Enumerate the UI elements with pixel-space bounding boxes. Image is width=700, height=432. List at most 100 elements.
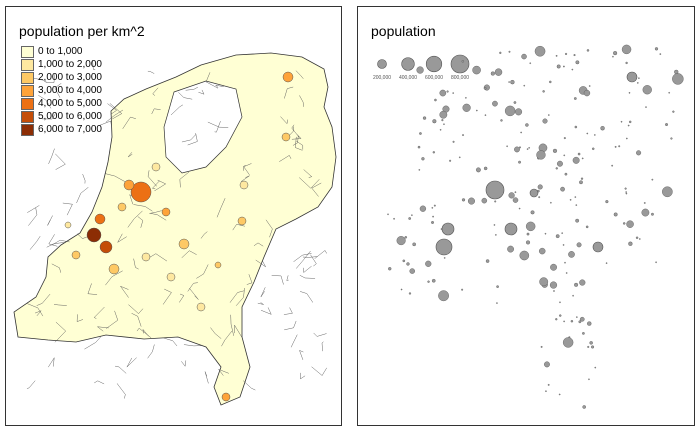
municipality-patch: [108, 263, 120, 275]
municipality-border: [181, 250, 197, 258]
population-bubble: [443, 123, 445, 126]
municipality-border: [152, 87, 159, 96]
population-bubble: [536, 150, 546, 160]
population-bubble: [508, 81, 510, 83]
legend-item: 4,000 to 5,000: [21, 97, 102, 110]
municipality-border: [181, 134, 197, 143]
population-bubble: [628, 120, 632, 124]
population-bubble: [465, 97, 467, 99]
municipality-border: [214, 84, 224, 88]
population-bubble: [406, 262, 410, 266]
population-bubble: [485, 259, 490, 263]
municipality-border: [299, 95, 304, 107]
municipality-border: [51, 239, 70, 246]
municipality-border: [119, 285, 129, 298]
population-bubble: [393, 217, 395, 220]
municipality-border: [150, 213, 167, 221]
municipality-border: [240, 175, 250, 182]
population-bubble: [594, 366, 597, 369]
municipality-border: [151, 108, 161, 115]
municipality-border: [311, 366, 327, 376]
population-bubble: [605, 200, 609, 204]
population-bubble: [672, 110, 675, 113]
municipality-border: [128, 304, 144, 314]
population-bubble: [547, 383, 550, 386]
population-bubble: [564, 172, 568, 176]
legend-label: 1,000 to 2,000: [38, 59, 102, 70]
population-bubble: [568, 251, 575, 258]
population-bubble: [467, 197, 475, 205]
municipality-border: [214, 121, 221, 133]
population-bubble: [618, 145, 621, 148]
municipality-border: [303, 169, 313, 178]
population-bubble: [500, 119, 503, 122]
municipality-border: [210, 327, 222, 339]
municipality-border: [54, 321, 67, 343]
population-bubble: [564, 52, 568, 56]
population-bubble: [573, 54, 576, 57]
municipality-border: [205, 72, 219, 89]
population-bubble: [570, 320, 574, 323]
population-bubble: [563, 65, 565, 68]
population-bubble: [626, 220, 634, 228]
population-bubble: [586, 132, 589, 135]
population-bubble: [562, 337, 574, 348]
population-bubble: [427, 280, 430, 283]
municipality-border: [55, 153, 66, 170]
legend-swatch: [21, 123, 34, 136]
municipality-border: [163, 337, 178, 347]
municipality-border: [204, 371, 209, 384]
municipality-border: [107, 103, 117, 115]
population-bubble: [576, 242, 582, 248]
population-bubble: [600, 126, 605, 131]
population-bubble: [409, 268, 415, 274]
municipality-border: [105, 109, 124, 123]
municipality-border: [189, 288, 199, 300]
population-bubble: [587, 321, 592, 326]
municipality-border: [34, 310, 42, 316]
legend-item: 2,000 to 3,000: [21, 71, 102, 84]
municipality-border: [33, 77, 47, 83]
population-bubble: [462, 103, 471, 112]
municipality-border: [92, 60, 96, 70]
population-bubble: [556, 64, 561, 69]
population-bubble: [638, 238, 641, 240]
population-bubble: [564, 261, 566, 264]
municipality-border: [295, 136, 303, 151]
population-bubble: [418, 169, 421, 171]
municipality-border: [196, 264, 209, 279]
municipality-border: [76, 314, 84, 322]
population-bubble: [651, 212, 654, 216]
size-legend-bubble: [377, 59, 387, 69]
population-bubble: [569, 198, 572, 201]
municipality-border: [291, 134, 302, 140]
municipality-border: [179, 293, 185, 303]
population-bubble: [520, 131, 522, 134]
municipality-border: [291, 124, 300, 138]
population-bubble: [540, 345, 543, 348]
population-bubble: [525, 123, 529, 127]
population-bubble: [578, 320, 582, 324]
population-bubble: [492, 100, 498, 107]
population-bubble: [439, 128, 442, 131]
density-map-title: population per km^2: [19, 23, 145, 39]
municipality-border: [126, 357, 137, 368]
population-bubble: [574, 125, 578, 129]
population-bubble: [575, 204, 578, 206]
population-bubble: [483, 86, 487, 90]
population-bubble: [484, 114, 487, 116]
municipality-border: [311, 182, 322, 197]
population-bubble: [431, 278, 436, 283]
municipality-border: [178, 92, 193, 100]
municipality-border: [29, 236, 41, 250]
municipality-border: [116, 383, 126, 399]
municipality-border: [265, 219, 273, 238]
lake-area: [163, 80, 243, 174]
population-bubble: [579, 279, 586, 286]
population-bubble: [452, 140, 455, 143]
population-bubble: [544, 232, 547, 235]
municipality-border: [122, 116, 136, 129]
population-bubble: [582, 332, 585, 335]
population-bubble: [514, 191, 517, 194]
population-bubble: [622, 222, 626, 225]
